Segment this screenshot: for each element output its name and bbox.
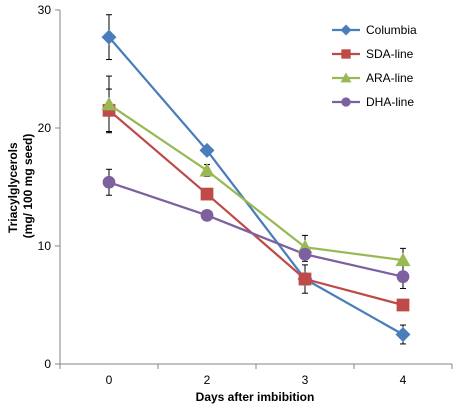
series-line-sda-line	[108, 109, 404, 307]
data-point-ara-line	[101, 96, 117, 111]
x-tick-label: 0	[106, 373, 113, 387]
y-tick-label: 10	[38, 239, 52, 253]
data-point-dha-line	[102, 175, 116, 189]
legend-label-columbia: Columbia	[366, 23, 417, 37]
data-point-sda-line	[396, 298, 410, 312]
chart-series-lines	[108, 36, 404, 336]
x-tick-label: 3	[302, 373, 309, 387]
series-line-columbia	[108, 36, 404, 336]
data-point-dha-line	[298, 247, 312, 261]
x-axis-title: Days after imbibition	[196, 390, 315, 404]
y-tick-label: 0	[44, 357, 51, 371]
y-axis-title: Triacylglycerols (mg/ 100 mg seed)	[6, 134, 35, 239]
y-tick-label: 30	[38, 3, 52, 17]
chart-axes: 0 10 20 30 0 2 3 4	[38, 3, 453, 387]
data-point-columbia	[101, 29, 117, 45]
data-point-dha-line	[200, 208, 214, 222]
legend-marker-dha-line	[341, 97, 351, 107]
y-tick-label: 20	[38, 121, 52, 135]
legend-marker-columbia	[340, 24, 352, 36]
series-line-ara-line	[108, 103, 404, 262]
legend-label-ara-line: ARA-line	[366, 71, 414, 85]
data-point-sda-line	[200, 187, 214, 201]
data-point-columbia	[395, 327, 411, 342]
legend-label-sda-line: SDA-line	[366, 47, 414, 61]
data-point-dha-line	[396, 270, 410, 284]
y-axis-title-line-1: Triacylglycerols	[6, 142, 20, 233]
chart-legend: Columbia SDA-line ARA-line DHA-line	[332, 23, 417, 109]
chart-markers	[101, 29, 411, 342]
legend-marker-ara-line	[340, 72, 352, 83]
series-line-dha-line	[108, 181, 404, 278]
x-tick-label: 2	[204, 373, 211, 387]
data-point-ara-line	[199, 162, 215, 177]
data-point-columbia	[199, 142, 215, 158]
legend-marker-sda-line	[341, 49, 351, 59]
legend-label-dha-line: DHA-line	[366, 95, 414, 109]
data-point-ara-line	[395, 252, 411, 267]
y-axis-title-line-2: (mg/ 100 mg seed)	[21, 134, 35, 239]
x-tick-label: 4	[400, 373, 407, 387]
data-point-sda-line	[298, 272, 312, 286]
